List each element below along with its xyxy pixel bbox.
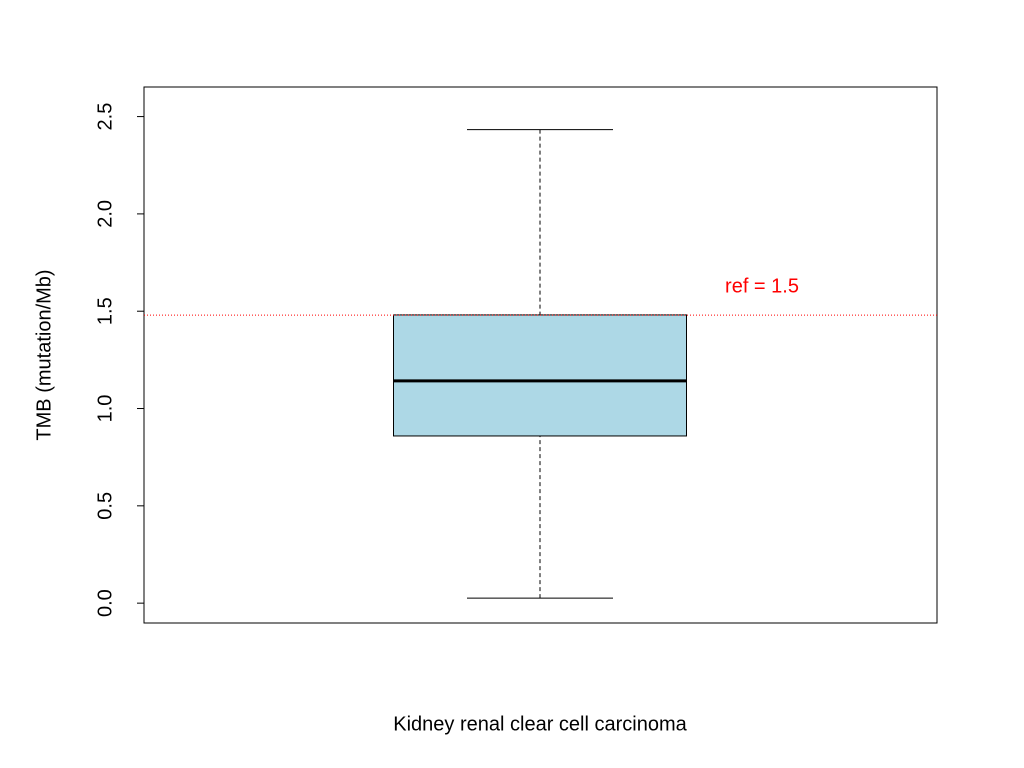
y-axis-label: TMB (mutation/Mb) [33,269,55,440]
y-tick-label: 2.5 [94,103,116,131]
box [393,314,687,437]
plot-frame [143,86,938,624]
y-tick-label: 1.5 [94,297,116,325]
y-tick-label: 0.0 [94,589,116,617]
x-axis-label: Kidney renal clear cell carcinoma [393,713,687,735]
y-tick-label: 1.0 [94,395,116,423]
y-tick-label: 0.5 [94,492,116,520]
y-tick-label: 2.0 [94,200,116,228]
annotation: ref = 1.5 [725,275,799,297]
